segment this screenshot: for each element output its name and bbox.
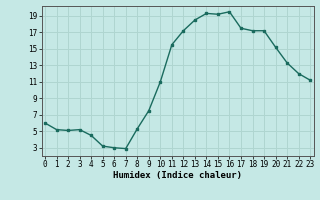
X-axis label: Humidex (Indice chaleur): Humidex (Indice chaleur) — [113, 171, 242, 180]
